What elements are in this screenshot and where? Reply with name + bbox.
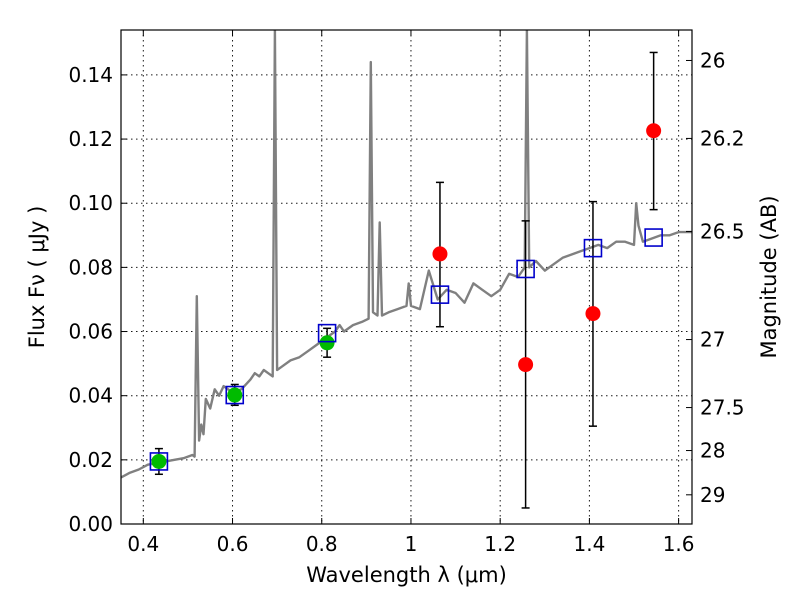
y2-tick-label: 26.2 [700,126,745,150]
ticks: 0.4 0.6 0.8 1 1.2 1.4 1.6 0.00 0.02 0.04 0.06 0.08 0… [68,30,745,556]
y2-tick-label: 28 [700,439,725,463]
x-tick-label: 1.6 [663,532,695,556]
x-tick-label: 0.8 [306,532,338,556]
data-point-square [225,385,245,405]
y2-tick-label: 27.5 [700,396,745,420]
data-point-circle [151,453,167,469]
data-point-circle [432,246,448,262]
y2-tick-label: 29 [700,483,725,507]
data-point-square [149,452,169,471]
data-point-square [516,259,535,279]
data-point-square [317,323,337,343]
y-axis-label: Flux Fν ( μJy ) [25,206,49,349]
plot-area [121,30,692,509]
y2-tick-label: 26.5 [700,219,745,243]
data-point-circle [227,387,243,403]
x-tick-label: 1.4 [573,532,605,556]
data-point-circle [585,306,601,322]
grid [121,30,692,525]
y-tick-label: 0.04 [68,384,113,408]
y2-tick-label: 27 [700,328,725,352]
x-tick-label: 1 [405,532,418,556]
data-point-circle [646,123,662,139]
data-point-square [644,228,663,247]
data-point-circle [319,335,335,351]
data-point-circle [518,357,534,373]
x-axis-label: Wavelength λ (μm) [306,563,507,587]
spectrum-line [121,30,692,479]
data-point-square [430,285,450,304]
data-point-square [583,238,603,258]
y2-tick-label: 26 [700,48,725,72]
y-tick-label: 0.02 [68,448,113,472]
plot-frame [120,29,693,525]
x-tick-label: 1.2 [484,532,516,556]
y-tick-label: 0.10 [68,191,113,215]
x-tick-label: 0.4 [127,532,159,556]
y-tick-label: 0.06 [68,320,113,344]
y-tick-label: 0.14 [68,63,113,87]
y-tick-label: 0.12 [68,127,113,151]
y2-axis-label: Magnitude (AB) [757,195,781,358]
x-tick-label: 0.6 [217,532,249,556]
y-tick-label: 0.08 [68,255,113,279]
y-tick-label: 0.00 [68,512,113,536]
